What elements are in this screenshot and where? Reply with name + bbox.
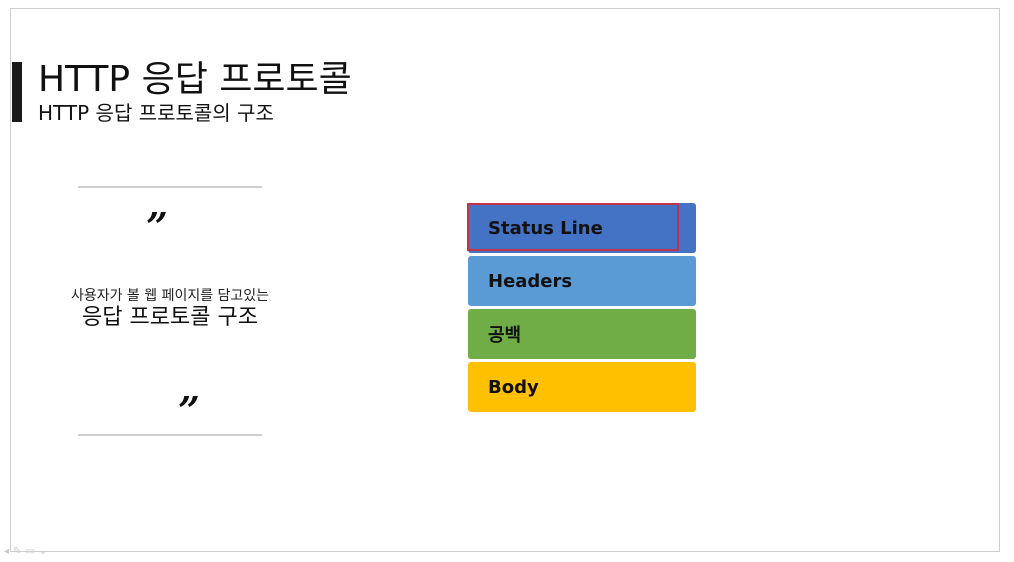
title-accent-bar [12, 62, 22, 122]
quote-line-large: 응답 프로토콜 구조 [82, 305, 258, 330]
block-blank-label: 공백 [488, 325, 522, 346]
block-headers-label: Headers [488, 270, 573, 292]
response-structure-stack: Status Line Headers 공백 Body [467, 203, 696, 415]
slide-subtitle: HTTP 응답 프로토콜의 구조 [38, 101, 274, 125]
quote-top-rule [78, 186, 262, 188]
quote-line-small: 사용자가 볼 웹 페이지를 담고있는 [70, 288, 270, 304]
slide-title: HTTP 응답 프로토콜 [38, 59, 352, 100]
chevron-down-icon[interactable]: ⌄ [38, 546, 52, 557]
block-blank: 공백 [468, 309, 696, 359]
block-body-label: Body [488, 376, 539, 398]
block-headers: Headers [468, 256, 696, 306]
quote-open-mark: ” [146, 204, 168, 249]
arrow-icon[interactable]: ◂ [4, 546, 14, 557]
block-status-line-label: Status Line [488, 217, 603, 239]
pen-icon[interactable]: ✎ [13, 546, 26, 557]
quote-bottom-rule [78, 434, 262, 436]
slide-nav-controls: ◂✎▭⌄ [4, 546, 51, 557]
block-body: Body [468, 362, 696, 412]
quote-close-mark: ” [178, 388, 200, 433]
block-status-line: Status Line [467, 203, 696, 253]
slide-icon[interactable]: ▭ [25, 546, 39, 557]
